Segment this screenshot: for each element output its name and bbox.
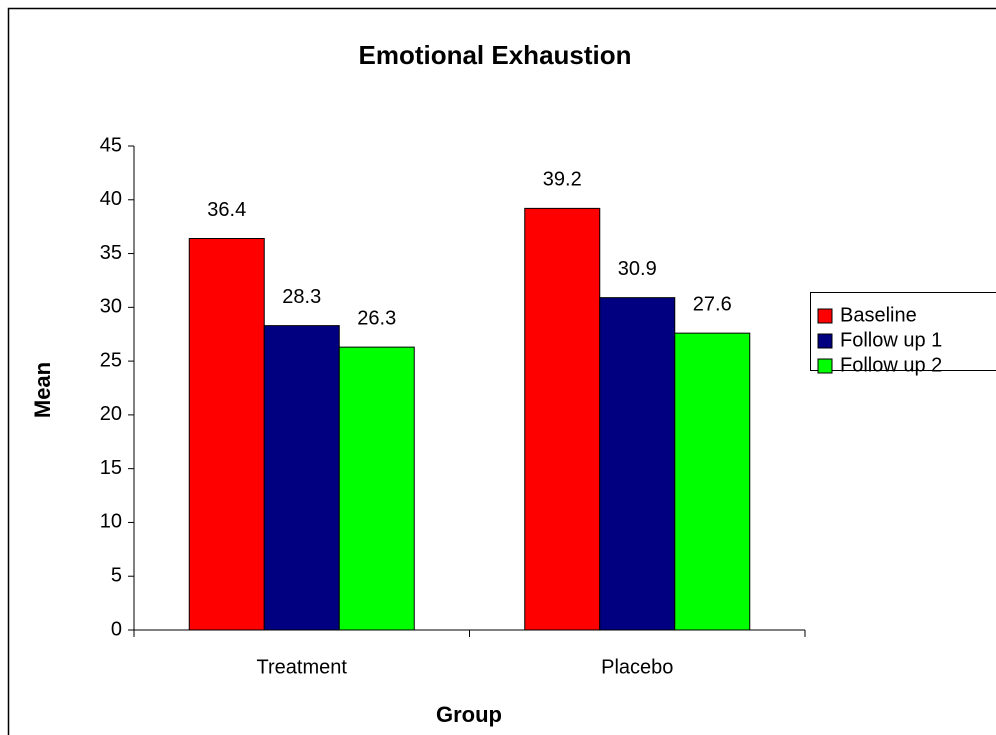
y-tick-label: 10 (100, 511, 122, 533)
bar (674, 332, 751, 631)
bar (263, 325, 340, 631)
legend-swatch (817, 358, 833, 374)
y-tick-label: 35 (100, 242, 122, 264)
legend-label: Baseline (840, 304, 917, 326)
data-label: 39.2 (543, 169, 582, 191)
data-label: 28.3 (282, 286, 321, 308)
y-tick-label: 40 (100, 188, 122, 210)
y-tick-label: 15 (100, 457, 122, 479)
x-axis-label: Group (436, 702, 502, 727)
bar (188, 237, 265, 631)
legend-swatch (817, 308, 833, 324)
legend-label: Follow up 1 (840, 329, 942, 351)
y-tick-label: 25 (100, 349, 122, 371)
y-tick-label: 20 (100, 403, 122, 425)
bar (599, 297, 676, 631)
legend-label: Follow up 2 (840, 354, 942, 376)
x-tick-label: Placebo (601, 656, 673, 678)
data-label: 26.3 (357, 307, 396, 329)
legend (810, 292, 996, 371)
x-tick-label: Treatment (257, 656, 348, 678)
data-label: 36.4 (207, 199, 246, 221)
bar (338, 346, 415, 631)
chart-title: Emotional Exhaustion (358, 40, 631, 70)
y-tick-label: 0 (111, 618, 122, 640)
data-label: 30.9 (618, 258, 657, 280)
y-tick-label: 5 (111, 565, 122, 587)
data-label: 27.6 (693, 293, 732, 315)
bar (524, 207, 601, 631)
y-axis-label: Mean (30, 362, 55, 418)
y-tick-label: 30 (100, 296, 122, 318)
legend-swatch (817, 333, 833, 349)
y-tick-label: 45 (100, 134, 122, 156)
